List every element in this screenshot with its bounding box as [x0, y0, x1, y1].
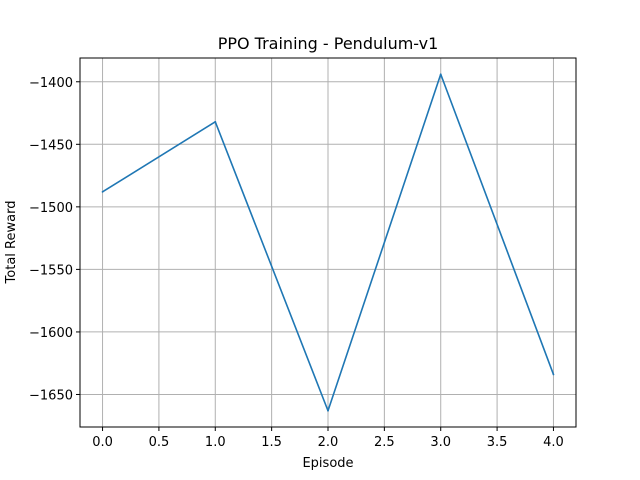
series-layer — [101, 73, 555, 412]
data-point — [439, 73, 442, 76]
data-point — [327, 409, 329, 412]
chart-title: PPO Training - Pendulum-v1 — [218, 34, 439, 53]
x-tick-label: 1.5 — [261, 435, 282, 450]
x-tick-label: 0.5 — [149, 435, 170, 450]
y-axis-ticks: −1400 −1450 −1500 −1550 −1600 −1650 — [29, 76, 80, 403]
x-tick-label: 3.0 — [430, 435, 451, 450]
y-tick-label: −1650 — [29, 388, 73, 403]
grid-lines — [80, 58, 576, 427]
x-tick-label: 0.0 — [92, 435, 113, 450]
x-tick-label: 3.5 — [487, 435, 508, 450]
y-tick-label: −1450 — [29, 138, 73, 153]
data-point — [552, 373, 555, 376]
x-tick-label: 2.0 — [318, 435, 339, 450]
y-axis-label: Total Reward — [4, 201, 19, 285]
x-tick-label: 1.0 — [205, 435, 226, 450]
x-axis-ticks: 0.0 0.5 1.0 1.5 2.0 2.5 3.0 3.5 4.0 — [92, 427, 564, 450]
y-tick-label: −1400 — [29, 76, 73, 91]
data-point — [214, 120, 217, 123]
x-tick-label: 2.5 — [374, 435, 395, 450]
data-point — [101, 190, 104, 193]
x-tick-label: 4.0 — [543, 435, 564, 450]
y-tick-label: −1500 — [29, 201, 73, 216]
x-axis-label: Episode — [302, 456, 353, 471]
y-tick-label: −1550 — [29, 263, 73, 278]
y-tick-label: −1600 — [29, 326, 73, 341]
